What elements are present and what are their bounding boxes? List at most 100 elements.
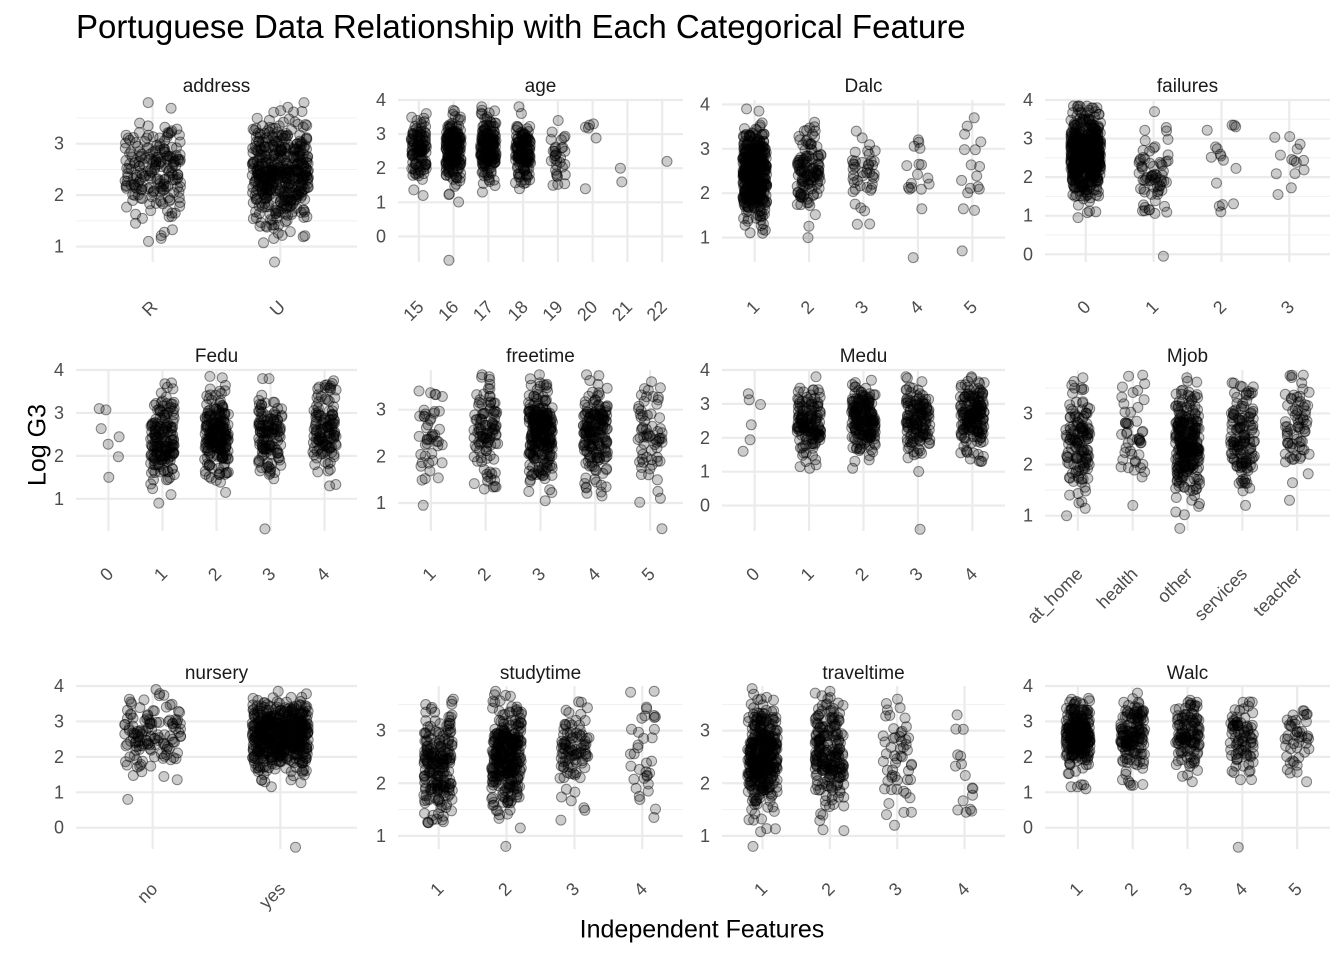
data-point [261, 183, 273, 195]
data-point [144, 198, 156, 210]
y-tick-label: 1 [700, 462, 710, 482]
x-tick-label: 22 [643, 297, 671, 325]
data-point [1285, 182, 1297, 194]
data-point [218, 414, 229, 425]
data-point [1213, 200, 1225, 212]
data-point [916, 203, 928, 215]
data-point [295, 182, 307, 194]
data-point [256, 399, 268, 411]
data-point [579, 444, 590, 456]
data-point [171, 123, 183, 135]
data-point [125, 163, 137, 175]
data-point [651, 474, 663, 486]
facet-strip-label: Fedu [195, 346, 238, 367]
data-point [162, 418, 174, 429]
x-tick-label: 2 [473, 564, 494, 585]
data-point [1076, 496, 1088, 508]
data-point [276, 181, 288, 193]
x-tick-label: R [138, 297, 161, 320]
data-point [174, 154, 186, 166]
y-tick-label: 2 [54, 446, 64, 466]
data-point [279, 148, 291, 160]
data-point [174, 200, 186, 212]
x-tick-label: 3 [258, 564, 279, 585]
data-point [120, 155, 132, 166]
data-point [259, 189, 271, 201]
data-point [169, 155, 181, 167]
data-point [281, 201, 293, 213]
data-point [302, 172, 314, 184]
data-point [135, 167, 147, 179]
y-tick-label: 4 [1023, 90, 1033, 110]
data-point [737, 130, 749, 142]
chart-title: Portuguese Data Relationship with Each C… [76, 8, 966, 45]
data-point [204, 408, 216, 420]
data-point [634, 496, 646, 508]
data-point [113, 431, 125, 443]
data-point [866, 444, 877, 456]
data-point [148, 186, 160, 197]
data-point [121, 201, 133, 213]
data-point [150, 156, 162, 168]
x-tick-label: 1 [797, 564, 818, 585]
data-point [302, 151, 314, 162]
y-tick-label: 1 [54, 237, 64, 257]
data-point [1205, 151, 1217, 163]
data-point [172, 169, 184, 181]
data-point [295, 187, 307, 199]
x-tick-label: 19 [538, 297, 566, 325]
data-point [600, 415, 612, 427]
data-point [489, 152, 500, 164]
data-point [166, 167, 178, 179]
data-point [487, 121, 499, 132]
data-point [158, 143, 170, 155]
data-point [267, 179, 279, 191]
data-point [481, 445, 492, 457]
data-point [268, 141, 280, 153]
data-point [297, 171, 308, 183]
data-point [419, 411, 431, 423]
data-point [173, 192, 185, 204]
data-point [302, 181, 314, 193]
data-point [140, 170, 152, 182]
data-point [1078, 148, 1090, 160]
data-point [280, 143, 292, 155]
data-point [170, 150, 182, 162]
data-point [164, 150, 175, 162]
data-point [288, 195, 300, 207]
data-point [599, 401, 611, 413]
y-tick-label: 2 [376, 446, 386, 466]
data-point [120, 137, 132, 149]
data-point [484, 390, 496, 402]
data-point [300, 133, 312, 144]
y-tick-label: 3 [376, 124, 386, 144]
data-point [799, 171, 811, 183]
data-point [154, 138, 166, 150]
data-point [614, 162, 626, 174]
data-point [269, 256, 280, 268]
data-point [150, 159, 162, 171]
x-tick-label: 4 [906, 297, 927, 318]
x-tick-label: 3 [1277, 297, 1298, 318]
data-point [916, 159, 927, 171]
data-point [253, 165, 265, 177]
data-point [741, 103, 753, 115]
data-point [175, 177, 186, 189]
data-point [260, 192, 272, 204]
data-point [961, 446, 973, 458]
data-point [199, 465, 211, 477]
data-point [490, 429, 502, 441]
data-point [750, 159, 762, 171]
data-point [265, 161, 277, 173]
x-tick-label: 5 [960, 297, 981, 318]
y-tick-label: 0 [1023, 244, 1033, 264]
y-tick-label: 1 [376, 493, 386, 513]
data-point [151, 174, 163, 185]
data-point [1076, 404, 1088, 416]
data-point [432, 472, 444, 484]
data-point [276, 152, 288, 164]
data-point [278, 198, 290, 209]
data-point [302, 178, 314, 190]
data-point [1123, 370, 1135, 382]
